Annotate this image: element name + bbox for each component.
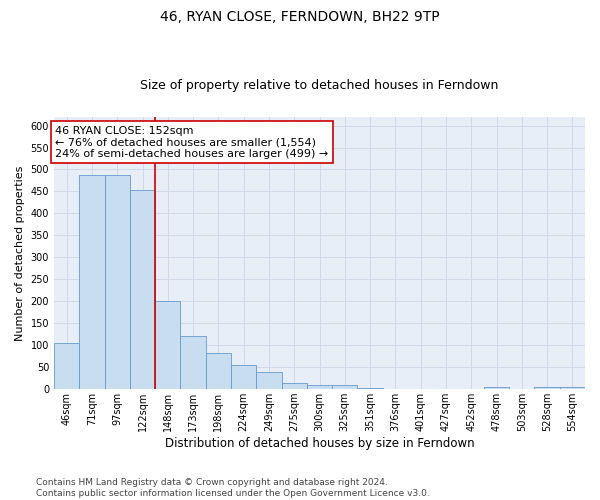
Bar: [231, 365, 256, 389]
Bar: [130, 190, 155, 389]
Title: Size of property relative to detached houses in Ferndown: Size of property relative to detached ho…: [140, 79, 499, 92]
Bar: [54, 343, 79, 389]
Bar: [181, 336, 206, 389]
Y-axis label: Number of detached properties: Number of detached properties: [15, 166, 25, 340]
Bar: [358, 388, 383, 389]
Bar: [104, 175, 130, 389]
Bar: [560, 386, 585, 389]
Bar: [484, 387, 509, 389]
Bar: [332, 385, 358, 389]
Bar: [281, 383, 307, 389]
Text: 46, RYAN CLOSE, FERNDOWN, BH22 9TP: 46, RYAN CLOSE, FERNDOWN, BH22 9TP: [160, 10, 440, 24]
Bar: [206, 353, 231, 389]
Text: 46 RYAN CLOSE: 152sqm
← 76% of detached houses are smaller (1,554)
24% of semi-d: 46 RYAN CLOSE: 152sqm ← 76% of detached …: [55, 126, 329, 159]
Bar: [155, 301, 181, 389]
Bar: [256, 372, 281, 389]
Bar: [535, 386, 560, 389]
Bar: [307, 385, 332, 389]
Bar: [79, 175, 104, 389]
X-axis label: Distribution of detached houses by size in Ferndown: Distribution of detached houses by size …: [165, 437, 475, 450]
Text: Contains HM Land Registry data © Crown copyright and database right 2024.
Contai: Contains HM Land Registry data © Crown c…: [36, 478, 430, 498]
